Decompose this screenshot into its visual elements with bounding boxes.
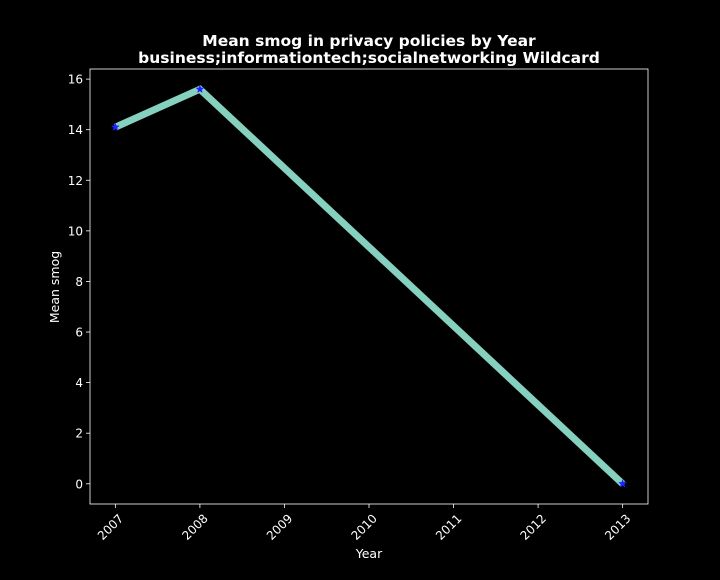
y-tick-label: 4 — [75, 376, 83, 390]
y-tick-label: 16 — [68, 73, 83, 87]
y-axis-label: Mean smog — [47, 251, 62, 323]
chart-subtitle: business;informationtech;socialnetworkin… — [138, 49, 600, 67]
y-tick-label: 12 — [68, 174, 83, 188]
series-markers — [110, 84, 628, 488]
data-point-marker — [195, 84, 205, 94]
x-axis-label: Year — [355, 546, 383, 561]
y-axis: 0 2 4 6 8 10 12 14 16 — [68, 73, 90, 491]
data-point-marker — [618, 479, 628, 488]
y-tick-label: 6 — [75, 326, 83, 340]
y-tick-label: 0 — [75, 477, 83, 491]
y-tick-label: 2 — [75, 427, 83, 441]
y-tick-label: 8 — [75, 275, 83, 289]
y-tick-label: 14 — [68, 123, 83, 137]
data-point-marker — [110, 122, 120, 131]
chart-title: Mean smog in privacy policies by Year — [202, 32, 536, 50]
y-tick-label: 10 — [68, 224, 83, 238]
